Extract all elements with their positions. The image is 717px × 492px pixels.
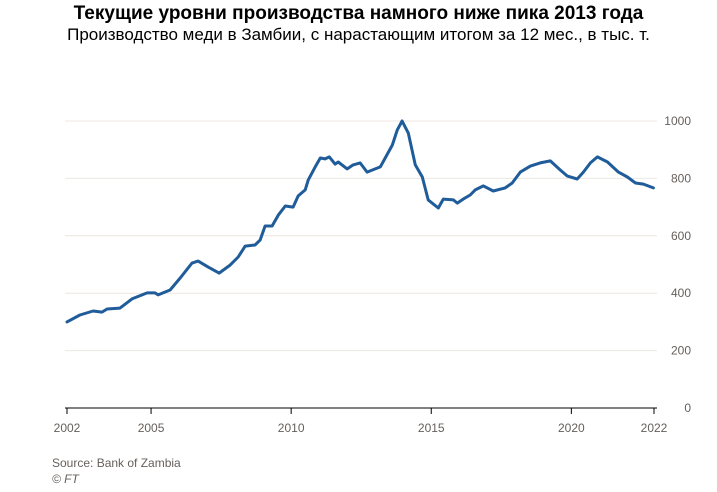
x-tick-label: 2020 (558, 421, 585, 435)
y-tick-label: 800 (671, 171, 691, 185)
copyright: © FT (52, 472, 79, 486)
x-tick-label: 2010 (278, 421, 305, 435)
chart-title: Текущие уровни производства намного ниже… (73, 3, 644, 24)
y-tick-label: 0 (684, 401, 691, 415)
x-tick-label: 2015 (418, 421, 445, 435)
x-tick-label: 2002 (54, 421, 81, 435)
series-line-copper-production (65, 119, 655, 324)
y-tick-label: 400 (671, 286, 691, 300)
source-note: Source: Bank of Zambia (52, 456, 181, 470)
y-tick-label: 200 (671, 344, 691, 358)
x-tick-label: 2022 (641, 421, 668, 435)
y-tick-label: 1000 (664, 114, 691, 128)
chart-subtitle: Производство меди в Замбии, с нарастающи… (67, 25, 650, 44)
y-tick-label: 600 (671, 229, 691, 243)
x-tick-label: 2005 (138, 421, 165, 435)
